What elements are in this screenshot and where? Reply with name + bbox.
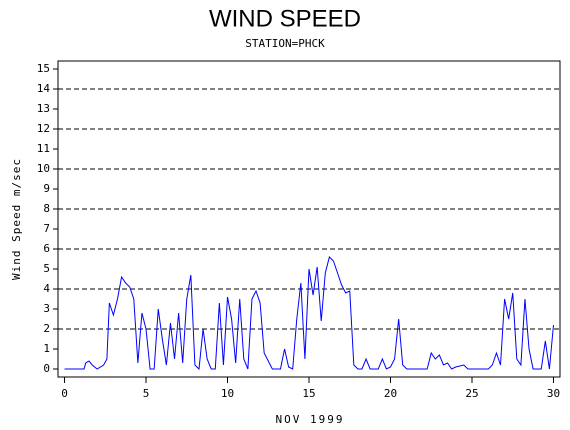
x-tick-label: 20: [384, 387, 397, 400]
x-axis-label: NOV 1999: [276, 413, 345, 426]
y-tick-label: 3: [43, 302, 50, 315]
y-tick-label: 15: [37, 62, 50, 75]
x-tick-label: 5: [143, 387, 150, 400]
y-tick-label: 2: [43, 322, 50, 335]
y-tick-label: 11: [37, 142, 50, 155]
y-tick-label: 6: [43, 242, 50, 255]
x-tick-label: 25: [465, 387, 478, 400]
y-tick-label: 4: [43, 282, 50, 295]
x-tick-label: 0: [61, 387, 68, 400]
y-tick-label: 12: [37, 122, 50, 135]
chart-title: WIND SPEED: [209, 5, 361, 32]
y-tick-label: 10: [37, 162, 50, 175]
y-tick-label: 9: [43, 182, 50, 195]
y-tick-label: 7: [43, 222, 50, 235]
y-tick-label: 5: [43, 262, 50, 275]
y-tick-label: 14: [37, 82, 51, 95]
chart-subtitle: STATION=PHCK: [245, 37, 325, 50]
y-tick-label: 8: [43, 202, 50, 215]
x-tick-label: 10: [221, 387, 234, 400]
y-tick-label: 1: [43, 342, 50, 355]
y-tick-label: 0: [43, 362, 50, 375]
x-tick-label: 15: [302, 387, 315, 400]
x-tick-label: 30: [547, 387, 560, 400]
data-line: [64, 256, 554, 371]
y-tick-label: 13: [37, 102, 50, 115]
y-axis-label: Wind Speed m/sec: [10, 158, 23, 280]
plot-frame: [57, 60, 561, 378]
